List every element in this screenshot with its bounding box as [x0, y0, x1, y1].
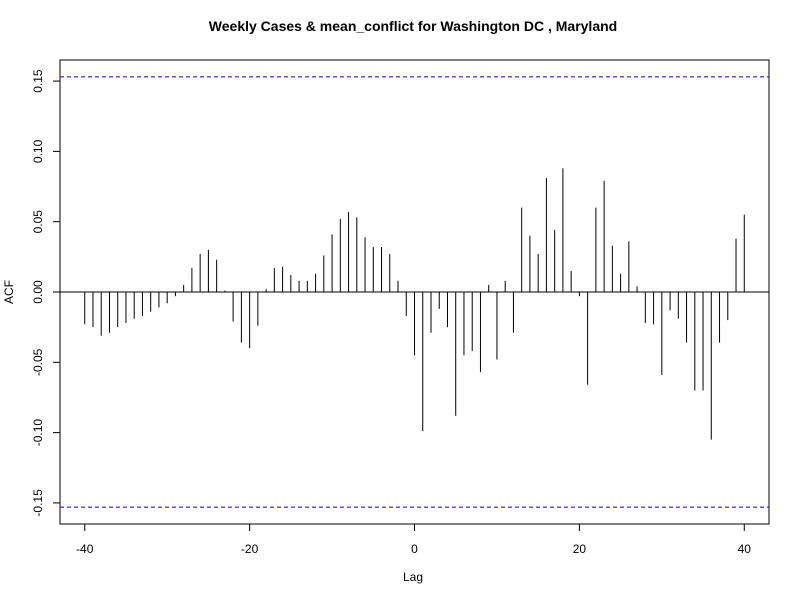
y-tick-label: 0.15: [31, 69, 45, 93]
chart-title: Weekly Cases & mean_conflict for Washing…: [209, 18, 617, 34]
y-tick-label: 0.10: [31, 139, 45, 163]
x-axis-title: Lag: [403, 570, 423, 584]
y-tick-label: 0.05: [31, 210, 45, 234]
y-tick-label: -0.15: [31, 489, 45, 517]
x-tick-label: 20: [573, 542, 587, 556]
y-axis-title: ACF: [2, 280, 16, 304]
acf-bars: [84, 168, 745, 440]
y-tick-label: -0.05: [31, 348, 45, 376]
y-tick-label: 0.00: [31, 280, 45, 304]
y-axis: -0.15 -0.10 -0.05 0.00 0.05 0.10 0.15: [31, 69, 60, 517]
y-tick-label: -0.10: [31, 419, 45, 447]
x-tick-label: 40: [738, 542, 752, 556]
x-axis: -40 -20 0 20 40: [76, 524, 751, 556]
x-tick-label: -20: [241, 542, 259, 556]
x-tick-label: 0: [411, 542, 418, 556]
x-tick-label: -40: [76, 542, 94, 556]
